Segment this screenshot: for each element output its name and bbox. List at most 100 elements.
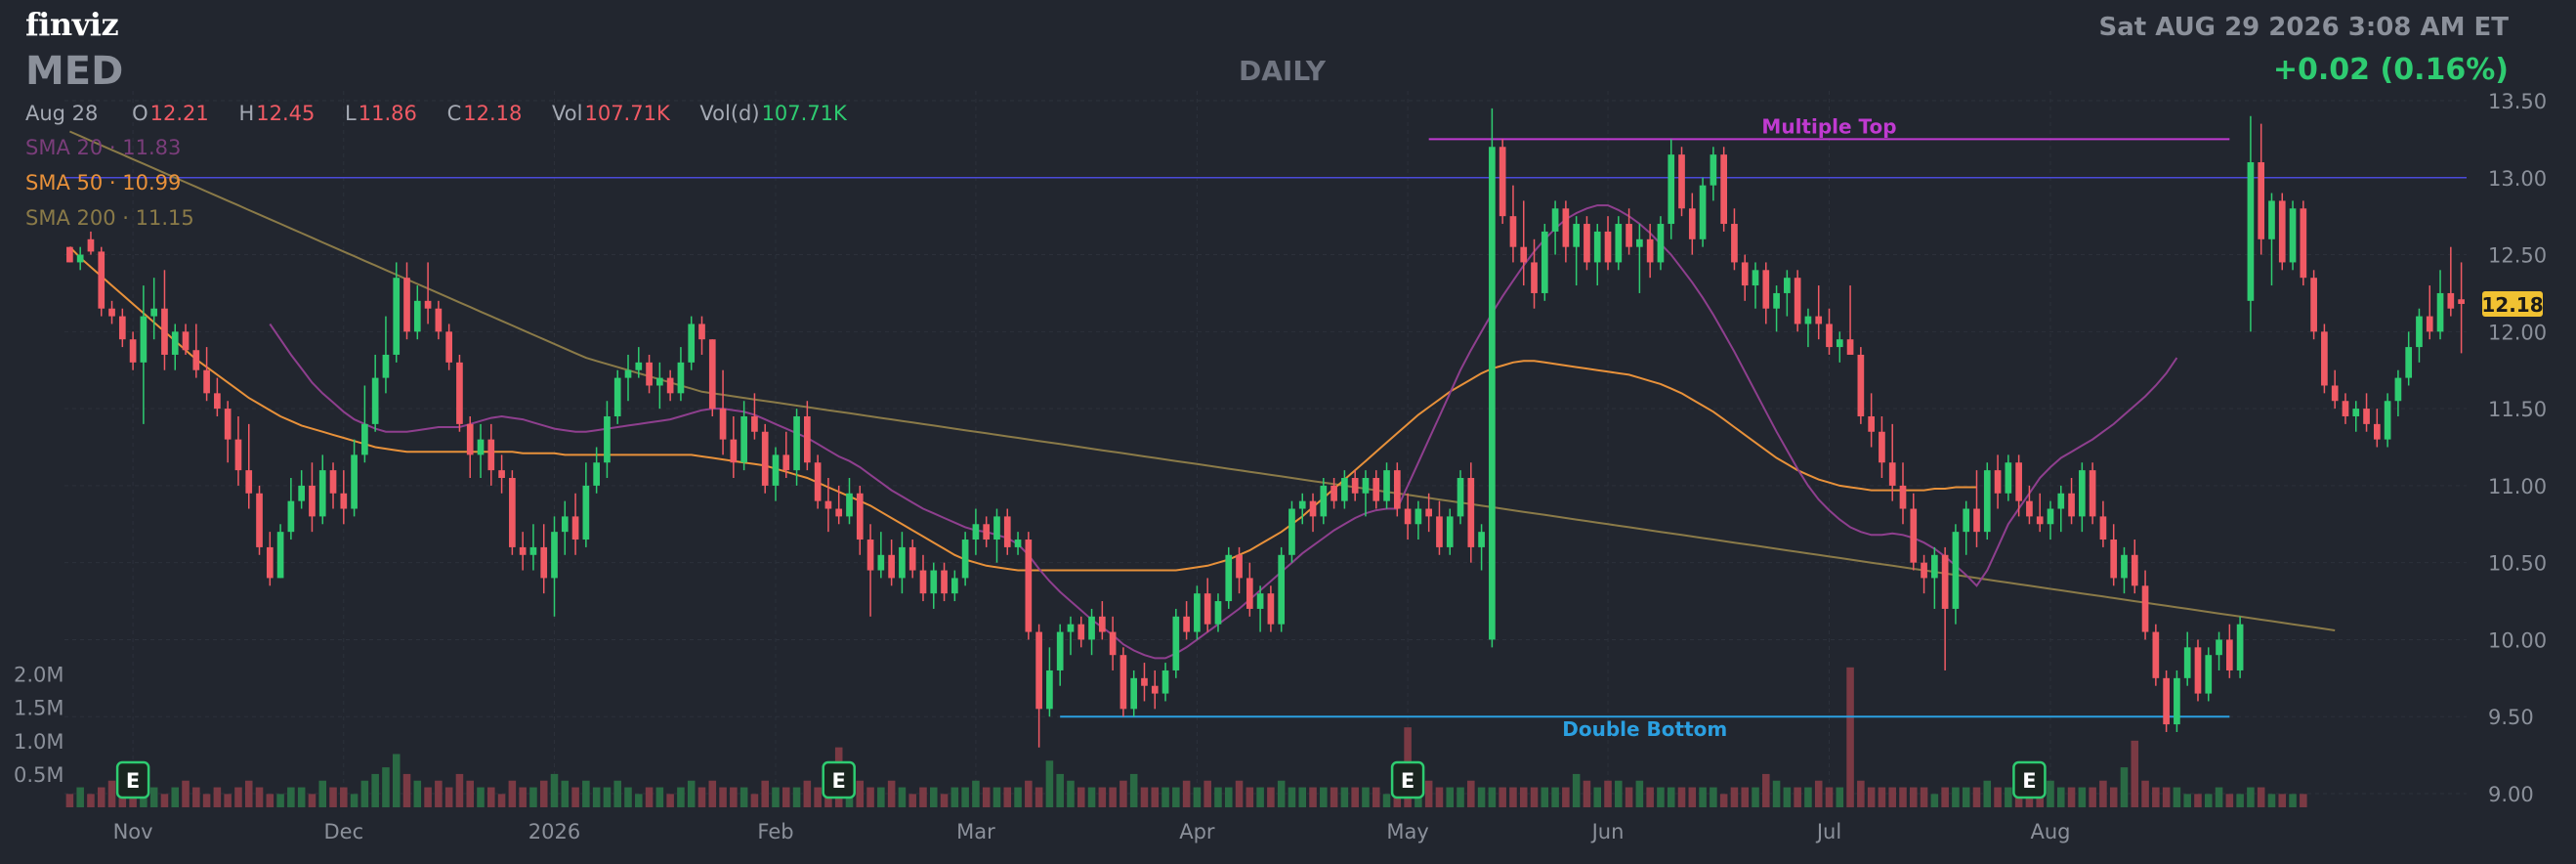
candle-body [1710,154,1717,186]
candle-body [1499,147,1506,217]
volume-bar [1277,780,1286,807]
candle-body [1404,508,1412,525]
candle-body [2026,500,2033,517]
volume-bar [329,787,337,807]
volume-bar [2194,794,2202,807]
candle-body [1278,554,1286,625]
volume-bar [171,787,180,807]
candle-body [192,350,200,370]
volume-bar [1804,787,1812,807]
volume-bar [887,780,896,807]
volume-bar [1077,787,1085,807]
volume-bar [1604,780,1612,807]
volume-bar [539,780,548,807]
candle-body [793,415,800,471]
volume-bar [1509,787,1517,807]
candle-body [604,415,611,463]
candle-body [1741,262,1749,286]
candle-body [2458,299,2465,304]
candle-body [2278,200,2286,263]
y-tick-label: 9.00 [2488,783,2534,806]
volume-bar [1593,787,1602,807]
candle-body [1288,508,1295,555]
candle-body [1846,339,1854,355]
volume-bar [1457,787,1464,807]
candle-body [498,470,505,479]
volume-bar [1794,787,1801,807]
candle-body [1204,593,1211,625]
candle-body [1941,554,1949,609]
volume-bar [1972,787,1981,807]
ohlc-readout: Aug 28 O12.21 H12.45 L11.86 C12.18 Vol10… [25,102,870,125]
finviz-logo[interactable]: finviz [25,6,119,43]
volume-bar [202,794,211,807]
sma200-legend: SMA 200 · 11.15 [25,206,194,230]
candle-body [2015,462,2022,501]
volume-bar [1930,794,1939,807]
candle-body [1025,540,1033,632]
y-tick-label: 12.50 [2488,244,2547,268]
candle-body [1003,516,1011,547]
candle-body [245,470,253,494]
candle-body [2384,401,2391,440]
volume-bar [1003,787,1012,807]
volume-label: Vol [552,102,583,125]
candle-body [1731,224,1738,263]
candle-body [309,485,316,517]
candle-body [708,339,716,410]
candle-body [1531,262,1538,293]
volume-bar [129,794,137,807]
volume-bar [1983,780,1992,807]
volume-bar [929,787,938,807]
candle-body [1952,532,1960,609]
volume-bar [340,787,348,807]
open-value: 12.21 [149,102,209,125]
candle-body [2152,631,2160,678]
volume-bar [2131,740,2139,807]
x-tick-label: May [1386,820,1428,843]
volume-bar [1288,787,1296,807]
candle-body [1172,616,1180,670]
volume-bar [182,780,190,807]
candle-body [161,308,168,355]
earnings-marker [822,760,856,799]
candle-body [950,578,958,594]
candle-body [171,331,179,355]
volume-bar [2278,794,2287,807]
volume-bar [571,787,579,807]
volume-bar [1910,787,1918,807]
volume-bar [424,787,432,807]
candle-body [1330,485,1337,501]
volume-bar [392,754,401,807]
volume-bar [1846,667,1854,807]
volume-bar [2215,787,2223,807]
x-tick-label: Jun [1590,820,1625,843]
volume-bar [1499,787,1506,807]
volume-bar [582,780,590,807]
candle-body [2436,292,2444,332]
candle-body [656,377,663,386]
candle-body [1584,224,1590,263]
candle-body [2268,200,2275,239]
candle-body [782,454,790,471]
candle-body [1309,500,1317,517]
candle-body [140,316,148,363]
candle-body [66,246,73,263]
ohlc-date: Aug 28 [25,102,99,125]
volume-bar [1762,773,1770,807]
volume-bar [1551,787,1559,807]
volume-bar [297,787,306,807]
candle-body [1541,231,1548,293]
candle-body [413,300,421,332]
volume-bar [318,780,327,807]
volume-bar [1467,780,1475,807]
x-tick-label: Dec [323,820,363,843]
volume-bar [1025,780,1033,807]
candle-body [1646,238,1654,263]
candle-body [1931,554,1938,579]
volume-bar [1151,787,1160,807]
volume-bar [792,787,801,807]
candle-body [1046,670,1053,710]
earnings-label: E [832,769,846,793]
